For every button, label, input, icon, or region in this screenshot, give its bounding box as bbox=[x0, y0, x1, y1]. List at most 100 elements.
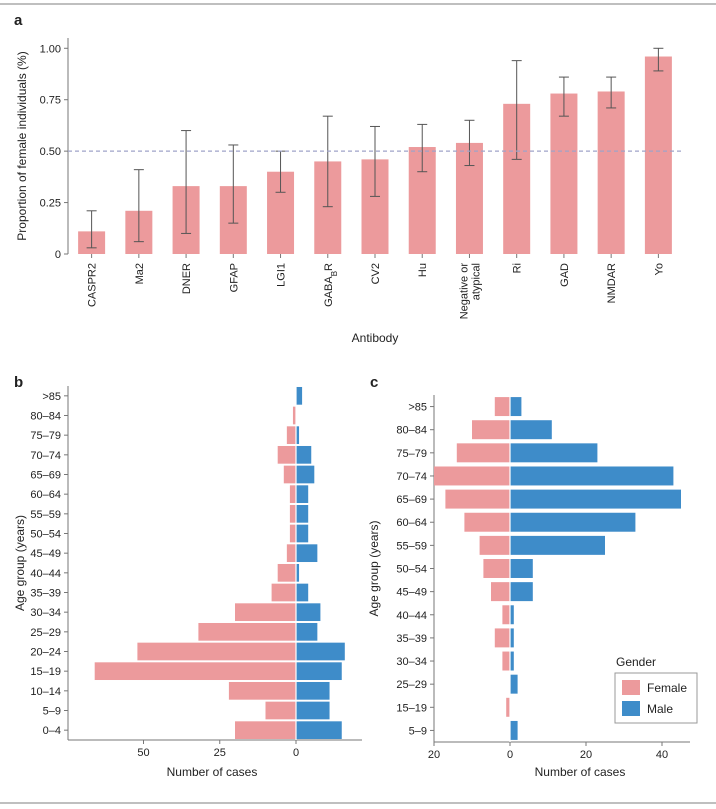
panel-b-female-bar bbox=[235, 721, 296, 740]
panel-b-age-label: 25–29 bbox=[30, 627, 61, 639]
panel-c-x-tick-label: 20 bbox=[580, 749, 592, 761]
panel-letter-a: a bbox=[14, 12, 23, 29]
panel-c-male-bar bbox=[510, 582, 533, 602]
panel-c-male-bar bbox=[510, 512, 636, 532]
panel-c-age-label: 60–64 bbox=[396, 517, 427, 529]
panel-b-male-bar bbox=[296, 563, 300, 582]
panel-c-age-label: >85 bbox=[408, 402, 427, 414]
panel-c-male-bar bbox=[510, 651, 514, 671]
panel-a-bar bbox=[550, 93, 578, 255]
panel-a-category-label: CV2 bbox=[370, 263, 382, 284]
panel-b-age-label: 30–34 bbox=[30, 607, 61, 619]
panel-c-male-bar bbox=[510, 559, 533, 578]
legend-label-female: Female bbox=[647, 681, 687, 695]
panel-b-age-label: 50–54 bbox=[30, 529, 61, 541]
panel-letter-b: b bbox=[14, 374, 23, 391]
panel-c-female-bar bbox=[483, 559, 510, 578]
panel-c-age-label: 25–29 bbox=[396, 679, 427, 691]
panel-a-category-label: Negative oratypical bbox=[458, 263, 482, 320]
panel-a-category-label: DNER bbox=[181, 263, 193, 294]
panel-a-category-label: GFAP bbox=[228, 263, 240, 292]
panel-b-female-bar bbox=[235, 603, 296, 622]
panel-a-y-tick-label: 0.50 bbox=[40, 146, 61, 158]
panel-b-age-label: 0–4 bbox=[43, 725, 61, 737]
panel-b-x-axis-label: Number of cases bbox=[167, 765, 258, 779]
panel-a-y-tick-label: 0.25 bbox=[40, 198, 61, 210]
panel-a-y-tick-label: 1.00 bbox=[40, 43, 61, 55]
panel-c-male-bar bbox=[510, 466, 674, 486]
panel-c-female-bar bbox=[479, 535, 510, 555]
panel-b-male-bar bbox=[296, 426, 300, 445]
panel-b-female-bar bbox=[228, 681, 296, 700]
panel-c-age-label: 70–74 bbox=[396, 471, 427, 483]
panel-b-male-bar bbox=[296, 603, 321, 622]
panel-b-male-bar bbox=[296, 622, 318, 641]
panel-c-age-label: 65–69 bbox=[396, 494, 427, 506]
panel-b-female-bar bbox=[198, 622, 296, 641]
panel-c-male-bar bbox=[510, 674, 518, 694]
panel-c-female-bar bbox=[502, 605, 510, 625]
panel-b-female-bar bbox=[94, 662, 296, 681]
panel-b-female-bar bbox=[289, 524, 296, 543]
panel-c-male-bar bbox=[510, 628, 514, 648]
legend-swatch-male bbox=[622, 701, 640, 716]
panel-c-male-bar bbox=[510, 397, 522, 417]
panel-a-y-axis-label: Proportion of female individuals (%) bbox=[15, 51, 29, 240]
panel-b-age-label: 35–39 bbox=[30, 588, 61, 600]
panel-b-x-tick-label: 25 bbox=[214, 747, 226, 759]
panel-b-age-label: 70–74 bbox=[30, 450, 61, 462]
panel-c-legend: Gender Female Male bbox=[614, 655, 698, 724]
panel-a-chart: Proportion of female individuals (%) Ant… bbox=[15, 38, 682, 345]
panel-c-age-label: 50–54 bbox=[396, 564, 427, 576]
panel-b-female-bar bbox=[137, 642, 296, 661]
panel-b-female-bar bbox=[265, 701, 296, 720]
panel-b-age-label: 5–9 bbox=[43, 706, 61, 718]
panel-a-y-tick-label: 0.75 bbox=[40, 95, 61, 107]
panel-b-age-label: 10–14 bbox=[30, 686, 61, 698]
panel-a-bar bbox=[597, 91, 625, 254]
panel-b-age-label: 65–69 bbox=[30, 470, 61, 482]
panel-letter-c: c bbox=[370, 374, 378, 391]
panel-c-female-bar bbox=[434, 466, 510, 486]
panel-b-male-bar bbox=[296, 681, 330, 700]
panel-c-male-bar bbox=[510, 720, 518, 740]
panel-a-x-axis-label: Antibody bbox=[352, 331, 399, 345]
panel-b-male-bar bbox=[296, 544, 318, 563]
panel-a-category-label: LGI1 bbox=[276, 263, 288, 287]
panel-c-female-bar bbox=[456, 443, 510, 463]
panel-b-female-bar bbox=[271, 583, 296, 602]
panel-c-x-tick-label: 40 bbox=[656, 749, 668, 761]
panel-c-x-tick-label: 20 bbox=[428, 749, 440, 761]
panel-b-female-bar bbox=[277, 445, 296, 464]
panel-c-y-axis-label: Age group (years) bbox=[367, 520, 381, 616]
panel-b-age-label: 40–44 bbox=[30, 568, 61, 580]
panel-c-female-bar bbox=[502, 651, 510, 671]
panel-b-female-bar bbox=[286, 426, 296, 445]
panel-c-female-bar bbox=[464, 512, 510, 532]
panel-c-x-tick-label: 0 bbox=[507, 749, 513, 761]
legend-label-male: Male bbox=[647, 702, 673, 716]
panel-b-age-label: 80–84 bbox=[30, 411, 61, 423]
panel-b-y-axis-label: Age group (years) bbox=[13, 515, 27, 611]
panel-b-age-label: 55–59 bbox=[30, 509, 61, 521]
panel-a-category-label: Hu bbox=[417, 263, 429, 277]
panel-c-age-label: 15–19 bbox=[396, 702, 427, 714]
panel-b-x-tick-label: 0 bbox=[293, 747, 299, 759]
panel-c-chart: Age group (years) Number of cases Gender… bbox=[367, 395, 698, 779]
panel-a-category-label: GAD bbox=[559, 263, 571, 287]
panel-b-male-bar bbox=[296, 465, 315, 484]
panel-c-male-bar bbox=[510, 443, 598, 463]
panel-c-female-bar bbox=[506, 697, 510, 717]
panel-a-category-label: CASPR2 bbox=[87, 263, 99, 307]
panel-c-female-bar bbox=[445, 489, 510, 509]
panel-c-age-label: 5–9 bbox=[409, 725, 427, 737]
panel-b-male-bar bbox=[296, 445, 312, 464]
panel-c-age-label: 40–44 bbox=[396, 610, 427, 622]
panel-b-male-bar bbox=[296, 524, 309, 543]
panel-a-category-label: NMDAR bbox=[606, 263, 618, 303]
panel-a-category-label: Yo bbox=[653, 263, 665, 275]
panel-b-male-bar bbox=[296, 504, 309, 523]
panel-b-age-label: >85 bbox=[42, 391, 61, 403]
panel-c-age-label: 45–49 bbox=[396, 587, 427, 599]
